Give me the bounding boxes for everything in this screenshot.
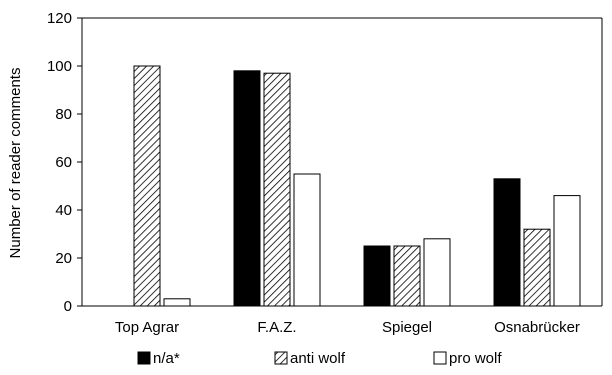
legend-label: anti wolf	[290, 350, 346, 367]
x-tick-label: Top Agrar	[115, 319, 179, 336]
legend-swatch	[433, 351, 447, 365]
x-tick-label: Osnabrücker	[494, 319, 580, 336]
legend: n/a* anti wolf pro wolf	[137, 350, 502, 367]
legend-label: pro wolf	[449, 350, 502, 367]
y-tick-label: 80	[55, 106, 72, 123]
bar-anti-wolf-spiegel	[393, 245, 421, 307]
bar-anti-wolf-osnabr-cker	[523, 228, 551, 307]
y-axis-title: Number of reader comments	[7, 68, 24, 259]
bar-anti-wolf-f-a-z	[263, 72, 291, 307]
bar-pro-wolf-spiegel	[423, 238, 451, 307]
bar-anti-wolf-top-agrar	[133, 65, 161, 307]
bars	[133, 65, 581, 307]
y-tick-label: 100	[47, 58, 72, 75]
legend-swatch	[274, 351, 288, 365]
y-axis: 0 20 40 60 80 100 120	[47, 10, 82, 315]
x-tick-label: Spiegel	[382, 319, 432, 336]
bar-n-a-osnabr-cker	[493, 178, 521, 307]
bar-n-a-spiegel	[363, 245, 391, 307]
legend-label: n/a*	[153, 350, 180, 367]
bar-pro-wolf-f-a-z	[293, 173, 321, 307]
bar-pro-wolf-osnabr-cker	[553, 195, 581, 307]
y-tick-label: 20	[55, 250, 72, 267]
legend-swatch	[137, 351, 151, 365]
y-tick-label: 40	[55, 202, 72, 219]
y-tick-label: 60	[55, 154, 72, 171]
y-tick-label: 120	[47, 10, 72, 27]
x-axis: Top Agrar F.A.Z. Spiegel Osnabrücker	[115, 319, 580, 336]
y-tick-label: 0	[64, 298, 72, 315]
bar-pro-wolf-top-agrar	[163, 298, 191, 307]
bar-n-a-f-a-z	[233, 70, 261, 307]
x-tick-label: F.A.Z.	[257, 319, 296, 336]
